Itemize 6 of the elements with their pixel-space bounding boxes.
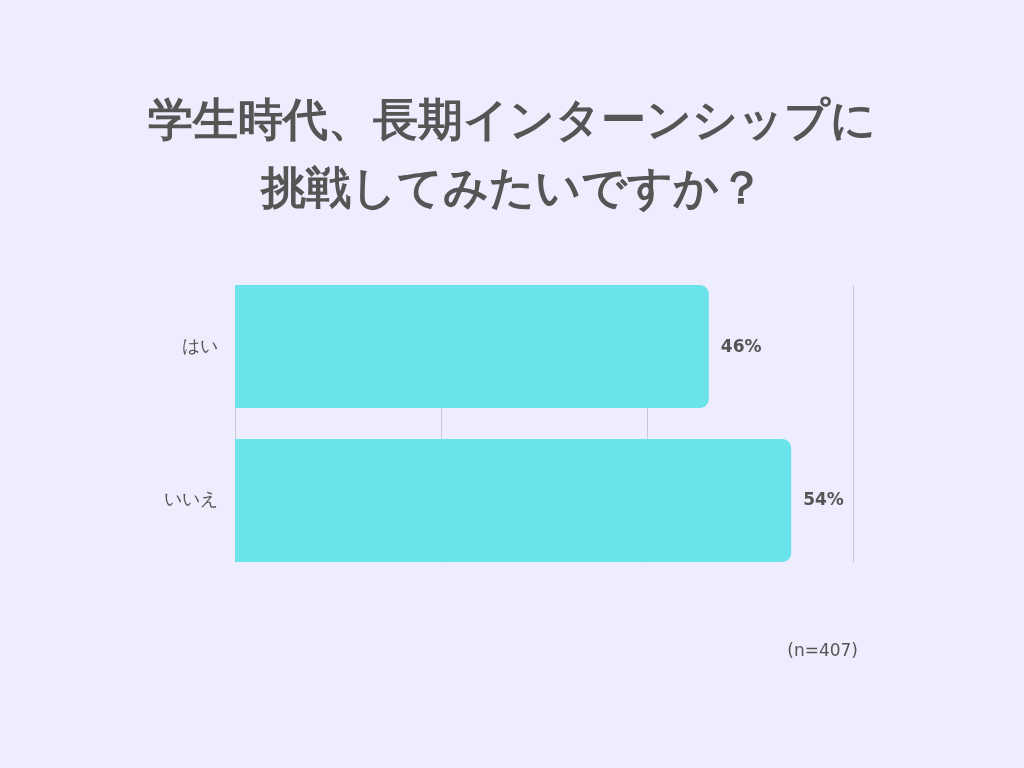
y-tick-label: いいえ [163,488,218,510]
data-label: 54% [803,489,844,510]
text: (n=407) [787,640,858,660]
y-tick-label: はい [181,334,218,356]
data-label: 46% [720,335,762,356]
chart-title: 学生時代、長期インターンシップに挑戦してみたいですか？ [147,92,877,216]
